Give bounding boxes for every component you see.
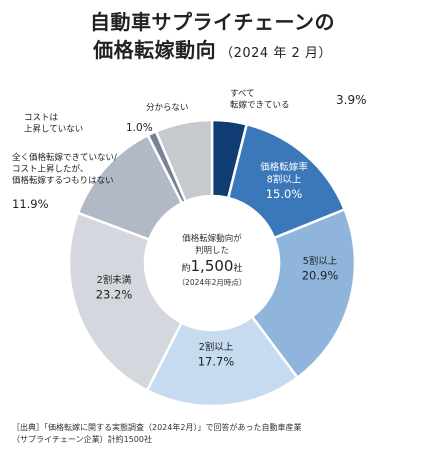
slice-label-5-2: 価格転嫁するつもりはない	[12, 175, 114, 186]
slice-7	[154, 118, 214, 203]
chart-title-line2: 価格転嫁動向 （2024 年 2 月）	[0, 34, 425, 63]
slice-label-2-0: 5割以上	[303, 255, 338, 267]
center-count: 約1,500社	[182, 257, 243, 275]
slice-label-5-1: コスト上昇したが、	[12, 164, 88, 175]
slice-label-6-0: コストは	[24, 113, 59, 123]
center-line2: 判明した	[195, 245, 229, 256]
center-line1: 価格転嫁動向が	[182, 233, 242, 244]
slice-label-0-1: 転嫁できている	[230, 100, 290, 111]
slice-value-6: 1.0%	[126, 122, 153, 134]
slice-value-2: 20.9%	[302, 269, 339, 283]
slice-4	[67, 211, 184, 393]
slice-label-5-0: 全く価格転嫁できていない/	[12, 152, 117, 163]
slice-3	[145, 314, 300, 408]
slice-value-1: 15.0%	[266, 187, 303, 201]
source-line1: ［出典］「価格転嫁に関する実態調査（2024年2月）」で回答があった自動車産業	[12, 423, 302, 432]
slice-label-6-1: 上昇していない	[24, 125, 83, 135]
slice-label-0-0: すべて	[230, 89, 255, 99]
chart-title-main: 価格転嫁動向	[93, 38, 217, 62]
slice-value-3: 17.7%	[198, 355, 235, 369]
slice-value-5: 11.9%	[12, 197, 49, 211]
source-line2: （サプライチェーン企業）計約1500社	[12, 435, 152, 444]
slice-label-3-0: 2割以上	[199, 341, 234, 353]
slice-2	[250, 207, 357, 380]
slice-value-4: 23.2%	[96, 288, 133, 302]
slice-label-1-1: 8割以上	[267, 174, 302, 186]
slice-value-0: 3.9%	[336, 93, 367, 107]
chart-title-line1: 自動車サプライチェーンの	[90, 10, 335, 34]
slice-label-1-0: 価格転嫁率	[260, 161, 308, 173]
slice-label-4-0: 2割未満	[97, 274, 132, 286]
source-note: ［出典］「価格転嫁に関する実態調査（2024年2月）」で回答があった自動車産業 …	[12, 422, 301, 446]
slice-label-7-0: 分からない	[146, 103, 189, 113]
center-note: （2024年2月時点）	[178, 277, 247, 287]
chart-title-date: （2024 年 2 月）	[220, 46, 332, 61]
